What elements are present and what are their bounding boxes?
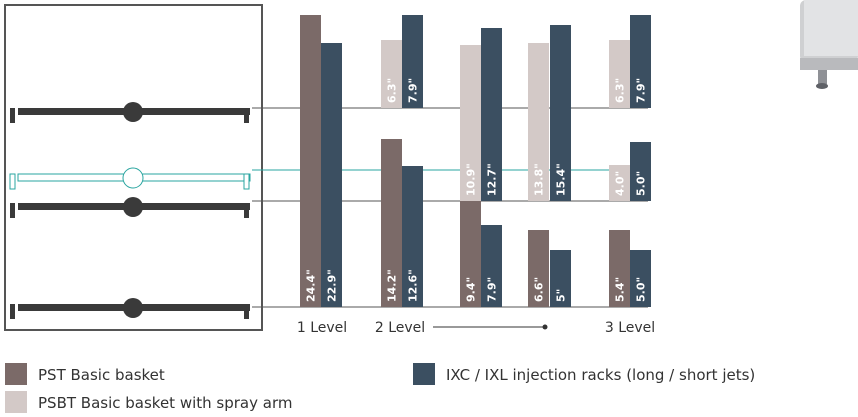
rack-hook — [10, 203, 15, 218]
legend-label: IXC / IXL injection racks (long / short … — [446, 366, 755, 384]
bars: 24.4" 22.9" 14.2" 12.6" 6.3" 7.9" 9.4" 7.9" 10.9… — [300, 15, 651, 307]
bar-label: 4.0" — [614, 171, 627, 196]
bar-label: 5.4" — [614, 277, 627, 302]
rack-hub — [123, 197, 143, 217]
legend-label: PSBT Basic basket with spray arm — [38, 394, 292, 412]
rack-hub — [123, 168, 143, 188]
rack-hook — [10, 174, 15, 189]
bar-label: 10.9" — [465, 163, 478, 196]
bar-label: 22.9" — [326, 269, 339, 302]
bar-label: 24.4" — [305, 269, 318, 302]
bar-label: 5.0" — [635, 277, 648, 302]
product-photo — [800, 0, 858, 89]
rack-hook — [244, 304, 249, 319]
bar — [300, 15, 321, 307]
legend-label: PST Basic basket — [38, 366, 165, 384]
rack-frame — [5, 5, 262, 330]
bar-label: 7.9" — [635, 78, 648, 103]
bar-label: 13.8" — [533, 163, 546, 196]
axis-label: 3 Level — [605, 320, 655, 336]
bar-label: 12.6" — [407, 269, 420, 302]
axis-label: 2 Level — [375, 320, 425, 336]
bar-label: 6.3" — [386, 78, 399, 103]
rack-hook — [244, 174, 249, 189]
rack-hook — [10, 304, 15, 319]
bar-label: 12.7" — [486, 163, 499, 196]
axis-label: 1 Level — [297, 320, 347, 336]
legend-swatch — [5, 391, 27, 413]
legend-swatch — [5, 363, 27, 385]
bar-label: 14.2" — [386, 269, 399, 302]
bar-label: 5" — [555, 289, 568, 302]
bar-label: 6.3" — [614, 78, 627, 103]
rack-hook — [10, 108, 15, 123]
racks — [10, 102, 250, 319]
bar-label: 5.0" — [635, 171, 648, 196]
bar-label: 7.9" — [407, 78, 420, 103]
rack-hub — [123, 102, 143, 122]
axis-dot — [543, 325, 548, 330]
legend-swatch — [413, 363, 435, 385]
bar-label: 7.9" — [486, 277, 499, 302]
page: {"axis_labels": ["1 Level", "2 Level", "… — [0, 0, 858, 417]
bar-label: 9.4" — [465, 277, 478, 302]
bar-label: 6.6" — [533, 277, 546, 302]
bar-label: 15.4" — [555, 163, 568, 196]
bar — [321, 43, 342, 307]
rack-hub — [123, 298, 143, 318]
rack-hook — [244, 203, 249, 218]
diagram: 24.4" 22.9" 14.2" 12.6" 6.3" 7.9" 9.4" 7.9" 10.9… — [0, 0, 858, 417]
rack-hook — [244, 108, 249, 123]
